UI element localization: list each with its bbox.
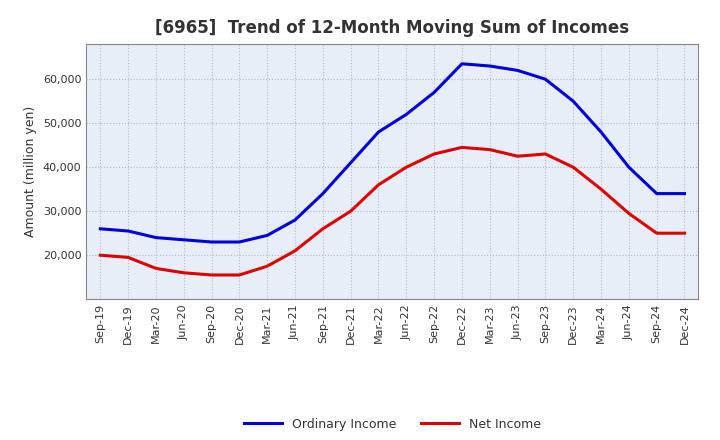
- Net Income: [624, 211, 633, 216]
- Ordinary Income: [124, 228, 132, 234]
- Net Income: [152, 266, 161, 271]
- Y-axis label: Amount (million yen): Amount (million yen): [24, 106, 37, 237]
- Net Income: [374, 182, 383, 187]
- Net Income: [458, 145, 467, 150]
- Net Income: [402, 165, 410, 170]
- Net Income: [680, 231, 689, 236]
- Ordinary Income: [597, 129, 606, 135]
- Ordinary Income: [207, 239, 216, 245]
- Net Income: [569, 165, 577, 170]
- Net Income: [597, 187, 606, 192]
- Ordinary Income: [458, 61, 467, 66]
- Net Income: [207, 272, 216, 278]
- Net Income: [346, 209, 355, 214]
- Net Income: [485, 147, 494, 152]
- Net Income: [291, 248, 300, 253]
- Ordinary Income: [652, 191, 661, 196]
- Net Income: [430, 151, 438, 157]
- Net Income: [541, 151, 550, 157]
- Ordinary Income: [152, 235, 161, 240]
- Ordinary Income: [541, 77, 550, 82]
- Ordinary Income: [485, 63, 494, 69]
- Ordinary Income: [374, 129, 383, 135]
- Ordinary Income: [318, 191, 327, 196]
- Ordinary Income: [179, 237, 188, 242]
- Net Income: [179, 270, 188, 275]
- Legend: Ordinary Income, Net Income: Ordinary Income, Net Income: [239, 413, 546, 436]
- Line: Net Income: Net Income: [100, 147, 685, 275]
- Net Income: [263, 264, 271, 269]
- Ordinary Income: [430, 90, 438, 95]
- Ordinary Income: [624, 165, 633, 170]
- Ordinary Income: [346, 160, 355, 165]
- Ordinary Income: [263, 233, 271, 238]
- Ordinary Income: [513, 68, 522, 73]
- Net Income: [318, 226, 327, 231]
- Net Income: [235, 272, 243, 278]
- Ordinary Income: [569, 99, 577, 104]
- Net Income: [513, 154, 522, 159]
- Ordinary Income: [680, 191, 689, 196]
- Ordinary Income: [96, 226, 104, 231]
- Line: Ordinary Income: Ordinary Income: [100, 64, 685, 242]
- Net Income: [96, 253, 104, 258]
- Ordinary Income: [291, 217, 300, 223]
- Ordinary Income: [402, 112, 410, 117]
- Net Income: [124, 255, 132, 260]
- Title: [6965]  Trend of 12-Month Moving Sum of Incomes: [6965] Trend of 12-Month Moving Sum of I…: [156, 19, 629, 37]
- Ordinary Income: [235, 239, 243, 245]
- Net Income: [652, 231, 661, 236]
